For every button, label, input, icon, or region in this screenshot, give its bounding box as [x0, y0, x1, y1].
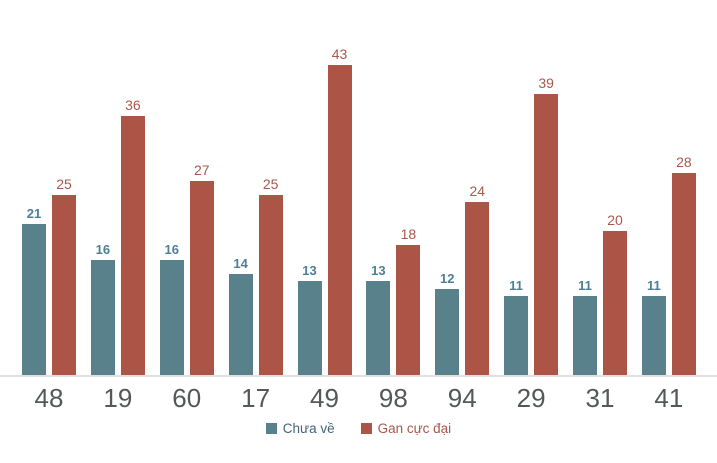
bar-gan-cuc-dai	[396, 245, 421, 375]
legend-label: Gan cực đại	[377, 420, 452, 436]
bar-column: 13	[366, 263, 391, 375]
bar-column: 24	[465, 183, 490, 375]
bar-chua-ve	[435, 288, 460, 375]
bar-value-label: 21	[26, 205, 42, 221]
bar-group: 11 39	[504, 75, 559, 375]
bar-column: 36	[120, 96, 145, 375]
bar-value-label: 25	[262, 176, 279, 192]
legend-item-chua-ve: Chưa về	[265, 420, 335, 436]
bar-column: 20	[603, 213, 627, 375]
bar-value-label: 28	[676, 154, 692, 171]
bar-chua-ve	[90, 259, 115, 375]
bar-gan-cuc-dai	[465, 202, 490, 375]
bar-value-label: 25	[56, 176, 72, 192]
bar-value-label: 11	[509, 277, 523, 293]
legend-swatch-icon	[360, 422, 372, 434]
bar-group: 16 27	[159, 161, 214, 375]
bar-group: 13 18	[366, 226, 421, 375]
bar-column: 43	[327, 46, 352, 375]
bar-value-label: 16	[164, 241, 179, 257]
bar-group: 16 36	[90, 96, 145, 375]
bar-column: 13	[297, 263, 322, 375]
bar-value-label: 14	[233, 256, 248, 272]
legend-swatch-icon	[265, 422, 277, 434]
bar-value-label: 36	[125, 96, 141, 113]
x-axis-label: 17	[241, 383, 271, 413]
bar-gan-cuc-dai	[671, 173, 696, 375]
x-axis-label: 94	[447, 383, 477, 413]
bar-column: 25	[258, 176, 283, 375]
bar-chua-ve	[297, 281, 322, 375]
bar-chua-ve	[504, 295, 529, 375]
legend-item-gan-cuc-dai: Gan cực đại	[360, 420, 452, 436]
bar-value-label: 16	[95, 241, 111, 257]
bar-column: 21	[22, 207, 46, 375]
bar-gan-cuc-dai	[189, 180, 214, 375]
bar-chua-ve	[22, 223, 46, 375]
bar-column: 16	[90, 241, 115, 375]
bar-value-label: 13	[371, 263, 386, 279]
bar-chua-ve	[366, 281, 391, 375]
x-axis-label: 29	[516, 383, 546, 413]
bar-column: 12	[435, 270, 460, 375]
bar-value-label: 20	[607, 212, 623, 228]
bar-group: 12 24	[435, 183, 490, 375]
bar-chua-ve	[159, 259, 184, 375]
bar-column: 11	[504, 277, 529, 375]
x-axis-labels: 48 19 60 17 49 98 94 29 31 41	[0, 377, 717, 413]
bar-value-label: 12	[440, 270, 455, 286]
bar-group: 11 20	[573, 213, 627, 375]
bar-gan-cuc-dai	[258, 195, 283, 375]
bar-gan-cuc-dai	[603, 231, 627, 375]
bar-column: 18	[396, 226, 421, 375]
x-axis-label: 31	[585, 383, 615, 413]
legend: Chưa về Gan cực đại	[0, 422, 717, 436]
bar-value-label: 24	[469, 183, 486, 200]
bar-column: 11	[641, 277, 666, 375]
bar-column: 25	[52, 177, 76, 375]
x-axis-label: 41	[654, 383, 684, 413]
x-axis-label: 49	[310, 383, 339, 413]
plot-area: 21 25 16 36 16 27 14 25 13 43 13 18 12 24 11 39 11 20 11 28	[0, 46, 717, 377]
bar-value-label: 18	[400, 226, 417, 243]
bar-group: 13 43	[297, 46, 352, 375]
bar-value-label: 39	[538, 75, 554, 92]
bar-group: 14 25	[228, 176, 283, 375]
bar-gan-cuc-dai	[52, 195, 76, 375]
x-axis-label: 19	[103, 383, 133, 413]
bar-gan-cuc-dai	[120, 115, 145, 375]
bar-value-label: 11	[578, 277, 592, 293]
bar-column: 28	[671, 154, 696, 375]
x-axis-label: 48	[34, 383, 64, 413]
bar-column: 14	[228, 256, 253, 375]
bar-gan-cuc-dai	[327, 65, 352, 375]
bar-value-label: 11	[647, 277, 661, 293]
bar-column: 27	[189, 161, 214, 375]
x-axis-label: 60	[172, 383, 202, 413]
bar-chua-ve	[641, 295, 666, 375]
bar-group: 11 28	[641, 154, 696, 375]
bar-column: 16	[159, 241, 184, 375]
bar-value-label: 43	[331, 46, 348, 63]
bar-value-label: 27	[193, 161, 210, 178]
bar-value-label: 13	[302, 263, 317, 279]
legend-label: Chưa về	[282, 420, 335, 436]
x-axis-label: 98	[378, 383, 408, 413]
bar-group: 21 25	[22, 177, 76, 375]
bar-chua-ve	[573, 295, 597, 375]
bar-column: 39	[534, 75, 559, 375]
bar-chua-ve	[228, 274, 253, 375]
bar-gan-cuc-dai	[534, 94, 559, 375]
bar-column: 11	[573, 279, 597, 375]
